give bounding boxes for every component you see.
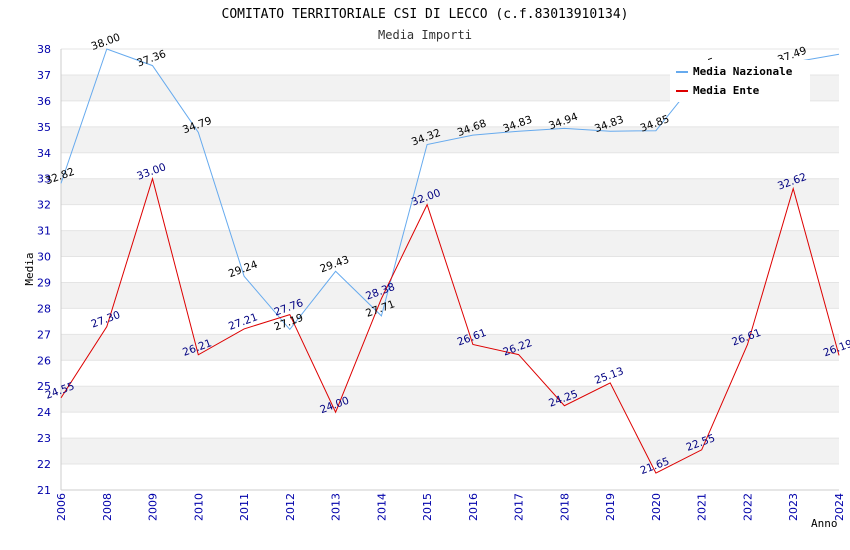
x-tick-label: 2013 xyxy=(330,493,343,521)
y-tick-label: 25 xyxy=(37,380,51,393)
series-line-media-ente xyxy=(60,176,840,474)
x-tick-label: 2008 xyxy=(101,493,114,521)
data-label: 29.24 xyxy=(227,258,260,280)
x-tick-label: 2016 xyxy=(467,493,480,521)
x-axis-ticks: 2006 2008 2009 2010 2011 2012 2013 2014 2015 2016… xyxy=(55,493,846,521)
x-tick-label: 2024 xyxy=(833,493,846,521)
legend-box xyxy=(670,60,810,102)
data-label: 37.36 xyxy=(135,48,168,70)
y-tick-label: 24 xyxy=(37,406,51,419)
grid-band xyxy=(61,438,839,465)
x-tick-label: 2012 xyxy=(284,493,297,521)
y-axis-ticks: 21 22 23 24 25 26 27 28 29 30 31 32 33 34 35 36 37 38 xyxy=(37,43,51,497)
x-tick-label: 2018 xyxy=(558,493,571,521)
x-tick-label: 2023 xyxy=(787,493,800,521)
grid-band xyxy=(61,386,839,413)
chart-subtitle: Media Importi xyxy=(378,28,472,42)
y-tick-label: 33 xyxy=(37,173,51,186)
y-tick-label: 26 xyxy=(37,354,51,367)
y-tick-label: 30 xyxy=(37,251,51,264)
x-tick-label: 2014 xyxy=(375,493,388,521)
x-tick-label: 2021 xyxy=(696,493,709,521)
y-tick-label: 37 xyxy=(37,69,51,82)
y-tick-label: 28 xyxy=(37,302,51,315)
grid-band xyxy=(61,334,839,361)
legend: Media Nazionale Media Ente xyxy=(670,60,810,102)
x-tick-label: 2020 xyxy=(650,493,663,521)
x-tick-label: 2015 xyxy=(421,493,434,521)
y-tick-label: 36 xyxy=(37,95,51,108)
legend-label-media-ente: Media Ente xyxy=(693,84,760,97)
grid-band xyxy=(61,178,839,205)
x-axis-label: Anno xyxy=(811,517,838,530)
y-tick-label: 27 xyxy=(37,328,51,341)
grid-band xyxy=(61,282,839,309)
x-tick-label: 2010 xyxy=(192,493,205,521)
y-tick-label: 32 xyxy=(37,199,51,212)
y-axis-label: Media xyxy=(23,252,36,285)
x-tick-label: 2011 xyxy=(238,493,251,521)
legend-label-media-nazionale: Media Nazionale xyxy=(693,65,793,78)
y-tick-label: 38 xyxy=(37,43,51,56)
x-tick-label: 2006 xyxy=(55,493,68,521)
y-tick-label: 35 xyxy=(37,121,51,134)
x-tick-label: 2017 xyxy=(513,493,526,521)
grid-bands xyxy=(60,48,839,491)
y-tick-label: 21 xyxy=(37,484,51,497)
y-tick-label: 23 xyxy=(37,432,51,445)
y-tick-label: 22 xyxy=(37,458,51,471)
x-tick-label: 2019 xyxy=(604,493,617,521)
x-tick-label: 2022 xyxy=(741,493,754,521)
x-tick-label: 2009 xyxy=(147,493,160,521)
y-tick-label: 34 xyxy=(37,147,51,160)
chart-title: COMITATO TERRITORIALE CSI DI LECCO (c.f.… xyxy=(222,7,629,22)
grid-band xyxy=(61,230,839,257)
data-label: 38.00 xyxy=(90,31,122,53)
y-tick-label: 29 xyxy=(37,276,51,289)
y-tick-label: 31 xyxy=(37,225,51,238)
